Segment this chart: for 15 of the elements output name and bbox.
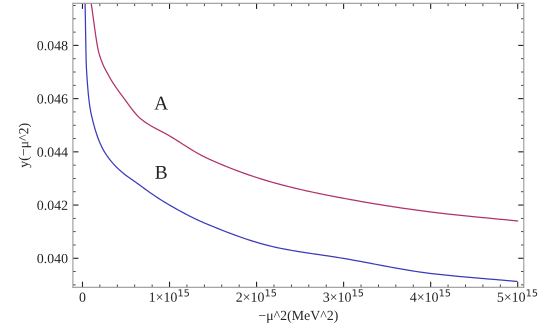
x-axis-title: −μ^2(MeV^2) [259, 310, 338, 323]
series-label: A [154, 96, 168, 110]
series-label: B [155, 166, 167, 179]
y-tick-label: 0.044 [37, 147, 68, 157]
x-tick-label: 3×10$^{15}$ [323, 289, 364, 302]
x-tick-label: 0 [80, 292, 86, 302]
x-tick-label: 1×10$^{15}$ [150, 289, 190, 302]
y-tick-label: 0.042 [37, 200, 68, 210]
x-tick-label: 4×10$^{15}$ [410, 289, 450, 302]
y-tick-label: 0.040 [37, 254, 68, 264]
x-tick-label: 5×10$^{15}$ [498, 289, 538, 302]
y-tick-label: 0.048 [37, 40, 68, 50]
x-tick-label: 2×10$^{15}$ [236, 289, 276, 302]
y-axis-title: y(−μ^2) [18, 123, 32, 168]
y-tick-label: 0.046 [37, 94, 68, 104]
